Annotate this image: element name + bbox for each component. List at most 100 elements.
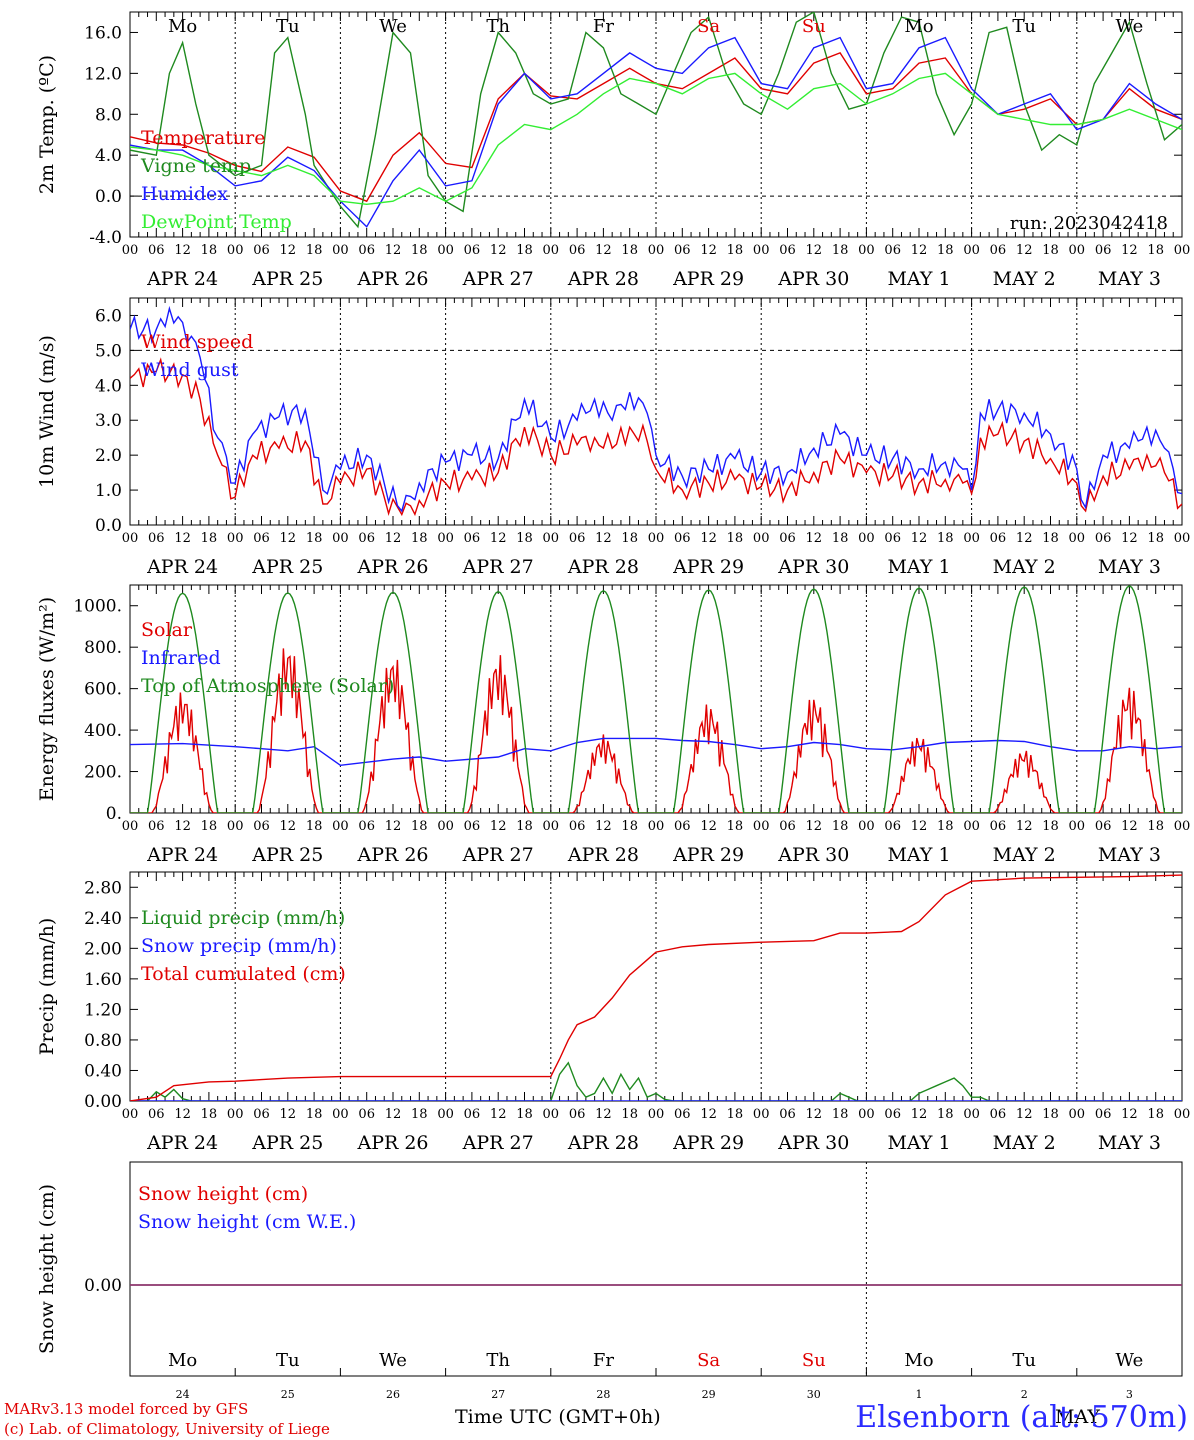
day-number: 30 — [807, 1388, 821, 1401]
hour-tick-label: 00 — [1174, 243, 1191, 258]
day-label: Tu — [1012, 1350, 1036, 1371]
y-axis-label: Snow height (cm) — [36, 1184, 58, 1354]
date-label: APR 24 — [146, 1132, 218, 1154]
date-label: APR 27 — [462, 844, 534, 866]
y-tick-label: 400. — [84, 721, 122, 741]
hour-tick-label: 00 — [648, 531, 665, 546]
day-label: We — [1116, 16, 1144, 37]
hour-tick-label: 00 — [227, 1107, 244, 1122]
day-number: 27 — [491, 1388, 505, 1401]
hour-tick-label: 18 — [832, 531, 849, 546]
hour-tick-label: 00 — [1174, 531, 1191, 546]
hour-tick-label: 00 — [1069, 531, 1086, 546]
hour-tick-label: 06 — [779, 819, 796, 834]
date-label: APR 27 — [462, 556, 534, 578]
day-number: 29 — [702, 1388, 716, 1401]
hour-tick-label: 12 — [911, 1107, 928, 1122]
hour-tick-label: 00 — [543, 819, 560, 834]
legend-entry: Wind speed — [141, 331, 253, 353]
legend-entry: Top of Atmosphere (Solar) — [141, 675, 394, 697]
hour-tick-label: 06 — [674, 531, 691, 546]
station-name: Elsenborn (alt: 570m) — [855, 1400, 1188, 1435]
hour-tick-label: 18 — [621, 1107, 638, 1122]
hour-tick-label: 06 — [253, 1107, 270, 1122]
legend-entry: Liquid precip (mm/h) — [141, 907, 345, 929]
hour-tick-label: 18 — [937, 243, 954, 258]
hour-tick-label: 18 — [516, 819, 533, 834]
date-label: APR 29 — [672, 844, 744, 866]
y-axis-label: Precip (mm/h) — [36, 918, 58, 1056]
hour-tick-label: 06 — [1095, 1107, 1112, 1122]
hour-tick-label: 00 — [227, 819, 244, 834]
hour-tick-label: 06 — [674, 243, 691, 258]
day-label: Fr — [593, 16, 614, 37]
hour-tick-label: 12 — [806, 531, 823, 546]
hour-tick-label: 00 — [648, 819, 665, 834]
legend-entry: Vigne temp — [140, 155, 251, 177]
hour-tick-label: 00 — [1174, 1107, 1191, 1122]
hour-tick-label: 12 — [174, 1107, 191, 1122]
y-axis-label: Energy fluxes (W/m²) — [36, 597, 58, 801]
hour-tick-label: 12 — [1016, 1107, 1033, 1122]
series-line — [130, 357, 1182, 517]
legend-entry: Snow height (cm) — [138, 1183, 308, 1205]
hour-tick-label: 00 — [227, 531, 244, 546]
date-label: APR 25 — [251, 268, 323, 290]
series-line — [130, 1061, 1182, 1101]
date-label: APR 30 — [777, 268, 849, 290]
hour-tick-label: 12 — [385, 819, 402, 834]
hour-tick-label: 18 — [306, 1107, 323, 1122]
model-credit: MARv3.13 model forced by GFS — [4, 1400, 249, 1418]
date-label: APR 25 — [251, 844, 323, 866]
day-label: We — [379, 16, 407, 37]
hour-tick-label: 06 — [253, 243, 270, 258]
y-tick-label: 0. — [106, 804, 122, 824]
date-label: APR 29 — [672, 1132, 744, 1154]
hour-tick-label: 00 — [332, 819, 349, 834]
day-number: 26 — [386, 1388, 400, 1401]
hour-tick-label: 18 — [621, 243, 638, 258]
hour-tick-label: 18 — [1042, 1107, 1059, 1122]
hour-tick-label: 12 — [174, 531, 191, 546]
hour-tick-label: 12 — [595, 531, 612, 546]
hour-tick-label: 18 — [727, 819, 744, 834]
hour-tick-label: 12 — [806, 1107, 823, 1122]
hour-tick-label: 18 — [1042, 243, 1059, 258]
hour-tick-label: 12 — [806, 819, 823, 834]
day-label: Th — [486, 1350, 510, 1371]
date-label: APR 24 — [146, 556, 218, 578]
y-tick-label: 0.00 — [84, 1276, 122, 1296]
hour-tick-label: 00 — [543, 531, 560, 546]
copyright-credit: (c) Lab. of Climatology, University of L… — [4, 1420, 330, 1438]
y-tick-label: 0.40 — [84, 1061, 122, 1081]
hour-tick-label: 00 — [1174, 819, 1191, 834]
hour-tick-label: 06 — [148, 819, 165, 834]
hour-tick-label: 12 — [280, 531, 297, 546]
series-group — [130, 305, 1182, 517]
y-tick-label: 8.0 — [95, 105, 122, 125]
day-label: Th — [486, 16, 510, 37]
day-number: 1 — [916, 1388, 923, 1401]
hour-tick-label: 12 — [385, 243, 402, 258]
hour-tick-label: 00 — [963, 531, 980, 546]
date-label: MAY 1 — [887, 268, 950, 290]
hour-tick-label: 00 — [963, 243, 980, 258]
hour-tick-label: 12 — [280, 1107, 297, 1122]
hour-tick-label: 00 — [858, 531, 875, 546]
date-label: APR 24 — [146, 844, 218, 866]
date-label: MAY 3 — [1098, 1132, 1161, 1154]
date-label: APR 30 — [777, 556, 849, 578]
hour-tick-label: 12 — [490, 819, 507, 834]
day-number: 28 — [596, 1388, 610, 1401]
day-label: Sa — [697, 1350, 720, 1371]
hour-tick-label: 12 — [700, 819, 717, 834]
hour-tick-label: 06 — [253, 531, 270, 546]
legend-entry: Total cumulated (cm) — [141, 963, 346, 985]
hour-tick-label: 18 — [516, 1107, 533, 1122]
hour-tick-label: 18 — [1147, 531, 1164, 546]
hour-tick-label: 18 — [727, 243, 744, 258]
hour-tick-label: 06 — [990, 531, 1007, 546]
legend-entry: Infrared — [141, 647, 221, 669]
hour-tick-label: 06 — [990, 1107, 1007, 1122]
